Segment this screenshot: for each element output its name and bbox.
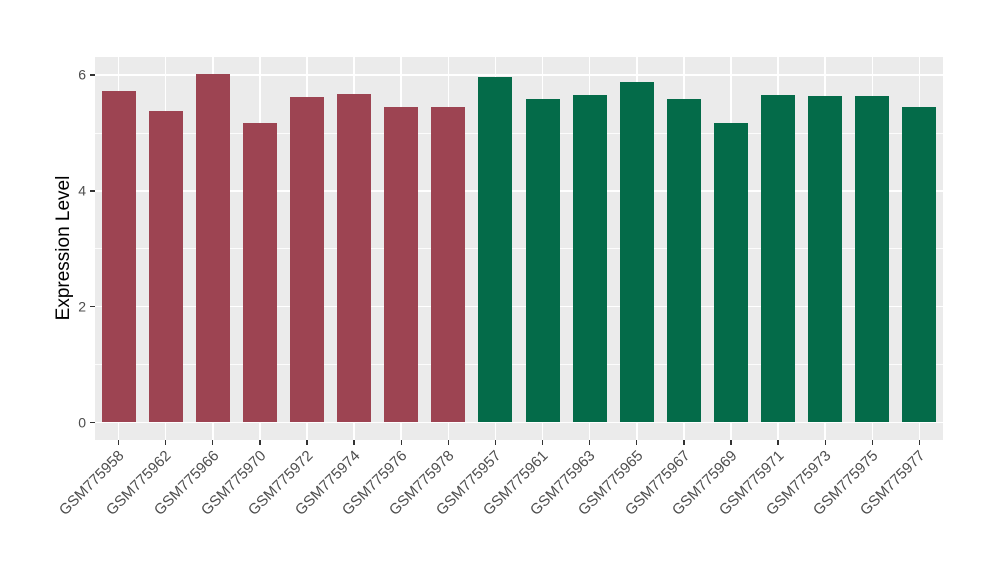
x-tick-mark (730, 440, 732, 445)
x-tick-mark (871, 440, 874, 445)
gridline-major (95, 305, 943, 308)
bar-gsm775967 (666, 98, 701, 423)
bar-gsm775958 (101, 90, 136, 423)
bar-gsm775963 (572, 94, 607, 423)
gridline-major (95, 74, 943, 76)
y-tick-mark (89, 190, 95, 192)
bar-gsm775965 (619, 82, 654, 423)
gridline-major (95, 421, 943, 424)
y-tick-label: 0 (78, 414, 86, 431)
bar-gsm775978 (431, 106, 466, 423)
x-tick-mark (164, 440, 167, 445)
x-tick-mark (777, 440, 779, 445)
bar-gsm775962 (148, 110, 183, 423)
gridline-minor (95, 364, 943, 366)
x-tick-mark (918, 440, 921, 445)
bar-gsm775974 (337, 94, 372, 423)
bar-gsm775977 (902, 106, 937, 423)
x-tick-mark (636, 440, 638, 445)
y-tick-label: 4 (78, 182, 86, 199)
x-tick-mark (588, 440, 591, 445)
bar-gsm775971 (761, 94, 796, 423)
y-tick-mark (89, 306, 95, 308)
plot-panel (95, 57, 943, 440)
y-tick-label: 6 (78, 66, 86, 83)
bar-gsm775975 (855, 95, 890, 423)
x-tick-mark (400, 440, 402, 445)
x-tick-mark (306, 440, 308, 445)
gridline-minor (95, 248, 943, 250)
bar-gsm775976 (384, 106, 419, 423)
x-tick-mark (447, 440, 450, 445)
x-tick-mark (541, 440, 544, 445)
bar-gsm775970 (242, 123, 277, 423)
y-tick-mark (89, 421, 95, 424)
bar-gsm775973 (808, 95, 843, 423)
bar-gsm775966 (195, 73, 230, 423)
bar-gsm775961 (525, 98, 560, 423)
y-tick-label: 2 (78, 298, 86, 315)
x-tick-mark (824, 440, 826, 445)
x-tick-mark (353, 440, 355, 445)
x-tick-mark (212, 440, 214, 445)
x-tick-mark (683, 440, 685, 445)
gridline-major (95, 190, 943, 192)
bar-gsm775957 (478, 76, 513, 423)
x-tick-mark (117, 440, 120, 445)
bar-gsm775969 (714, 123, 748, 423)
x-tick-mark (494, 440, 497, 445)
bar-gsm775972 (290, 97, 324, 423)
x-tick-mark (259, 440, 261, 445)
y-tick-mark (89, 74, 95, 76)
gridline-minor (95, 132, 943, 134)
